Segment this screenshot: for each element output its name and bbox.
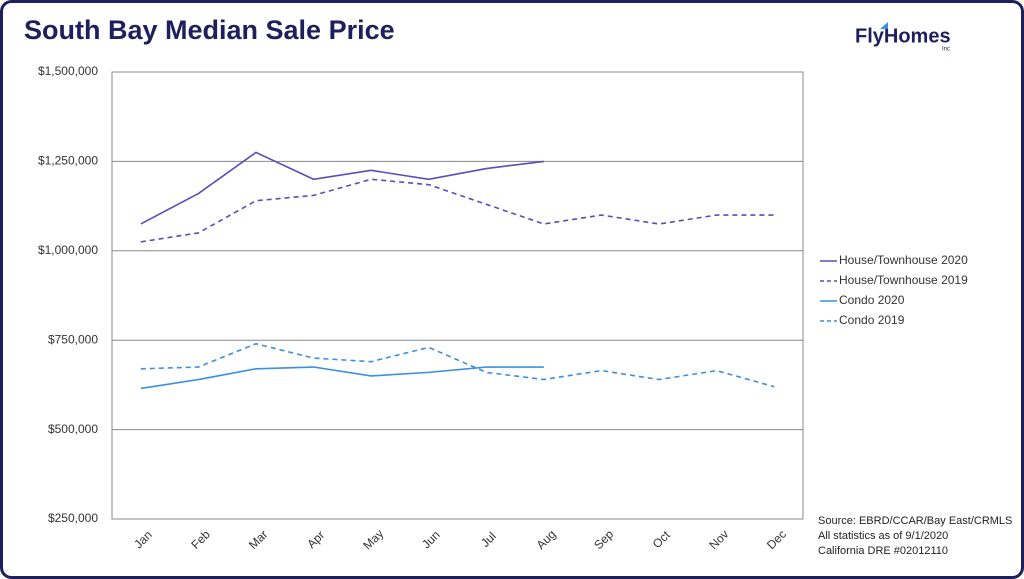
y-tick-label: $500,000 <box>48 422 98 436</box>
y-tick-label: $1,500,000 <box>38 64 98 78</box>
line <box>140 366 544 390</box>
line <box>140 151 544 225</box>
y-tick-label: $1,250,000 <box>38 154 98 168</box>
logo-icon <box>880 22 888 29</box>
note: Source: EBRD/CCAR/Bay East/CRMLS <box>818 515 1012 527</box>
y-tick-label: $1,000,000 <box>38 243 98 257</box>
y-tick-label: $750,000 <box>48 332 98 346</box>
legend-label: House/Townhouse 2019 <box>839 273 968 287</box>
note: All statistics as of 9/1/2020 <box>818 530 948 542</box>
legend-label: House/Townhouse 2020 <box>839 253 968 267</box>
chart-title: South Bay Median Sale Price <box>24 15 395 45</box>
line <box>140 342 775 388</box>
y-tick-label: $250,000 <box>48 511 98 525</box>
plot-border <box>111 71 804 520</box>
logo: FlyHomes <box>855 25 951 47</box>
logo-sub: Inc <box>942 47 950 53</box>
legend-label: Condo 2019 <box>839 313 905 327</box>
note: California DRE #02012110 <box>818 545 948 557</box>
legend-label: Condo 2020 <box>839 293 905 307</box>
